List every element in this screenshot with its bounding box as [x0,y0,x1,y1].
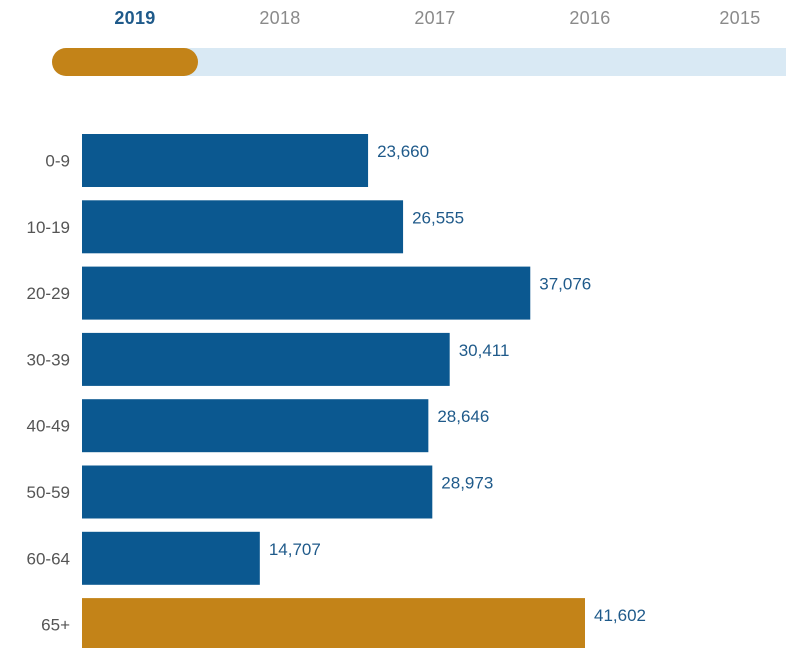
value-label: 28,646 [437,407,489,426]
value-label: 26,555 [412,208,464,227]
category-label: 30-39 [27,350,70,369]
year-slider-thumb[interactable] [52,48,198,76]
bar-0-9[interactable] [82,134,369,187]
value-label: 30,411 [459,341,510,360]
category-label: 65+ [41,616,70,635]
category-label: 60-64 [27,549,70,568]
year-tab-2016[interactable]: 2016 [569,8,611,28]
value-label: 37,076 [539,275,591,294]
year-tab-2015[interactable]: 2015 [719,8,761,28]
bar-30-39[interactable] [82,332,450,386]
bar-40-49[interactable] [82,399,429,453]
bar-65+[interactable] [82,598,585,648]
category-label: 20-29 [27,284,70,303]
year-slider-track[interactable] [52,48,786,76]
value-label: 14,707 [269,540,321,559]
year-tab-2017[interactable]: 2017 [414,8,456,28]
value-label: 23,660 [377,142,429,161]
category-label: 40-49 [27,417,70,436]
bar-10-19[interactable] [82,200,404,254]
year-tab-2019[interactable]: 2019 [114,8,156,28]
age-distribution-bar-chart: 0-9 23,660 10-19 26,555 20-29 37,076 30-39 30,4… [27,134,646,648]
category-label: 0-9 [45,152,70,171]
bar-60-64[interactable] [82,531,260,585]
value-label: 28,973 [441,474,493,493]
category-label: 50-59 [27,483,70,502]
category-label: 10-19 [27,218,70,237]
year-tabs: 2019 2018 2017 2016 2015 [0,0,786,40]
value-label: 41,602 [594,606,646,625]
bar-20-29[interactable] [82,266,531,320]
year-tab-2018[interactable]: 2018 [259,8,301,28]
bar-50-59[interactable] [82,465,433,519]
